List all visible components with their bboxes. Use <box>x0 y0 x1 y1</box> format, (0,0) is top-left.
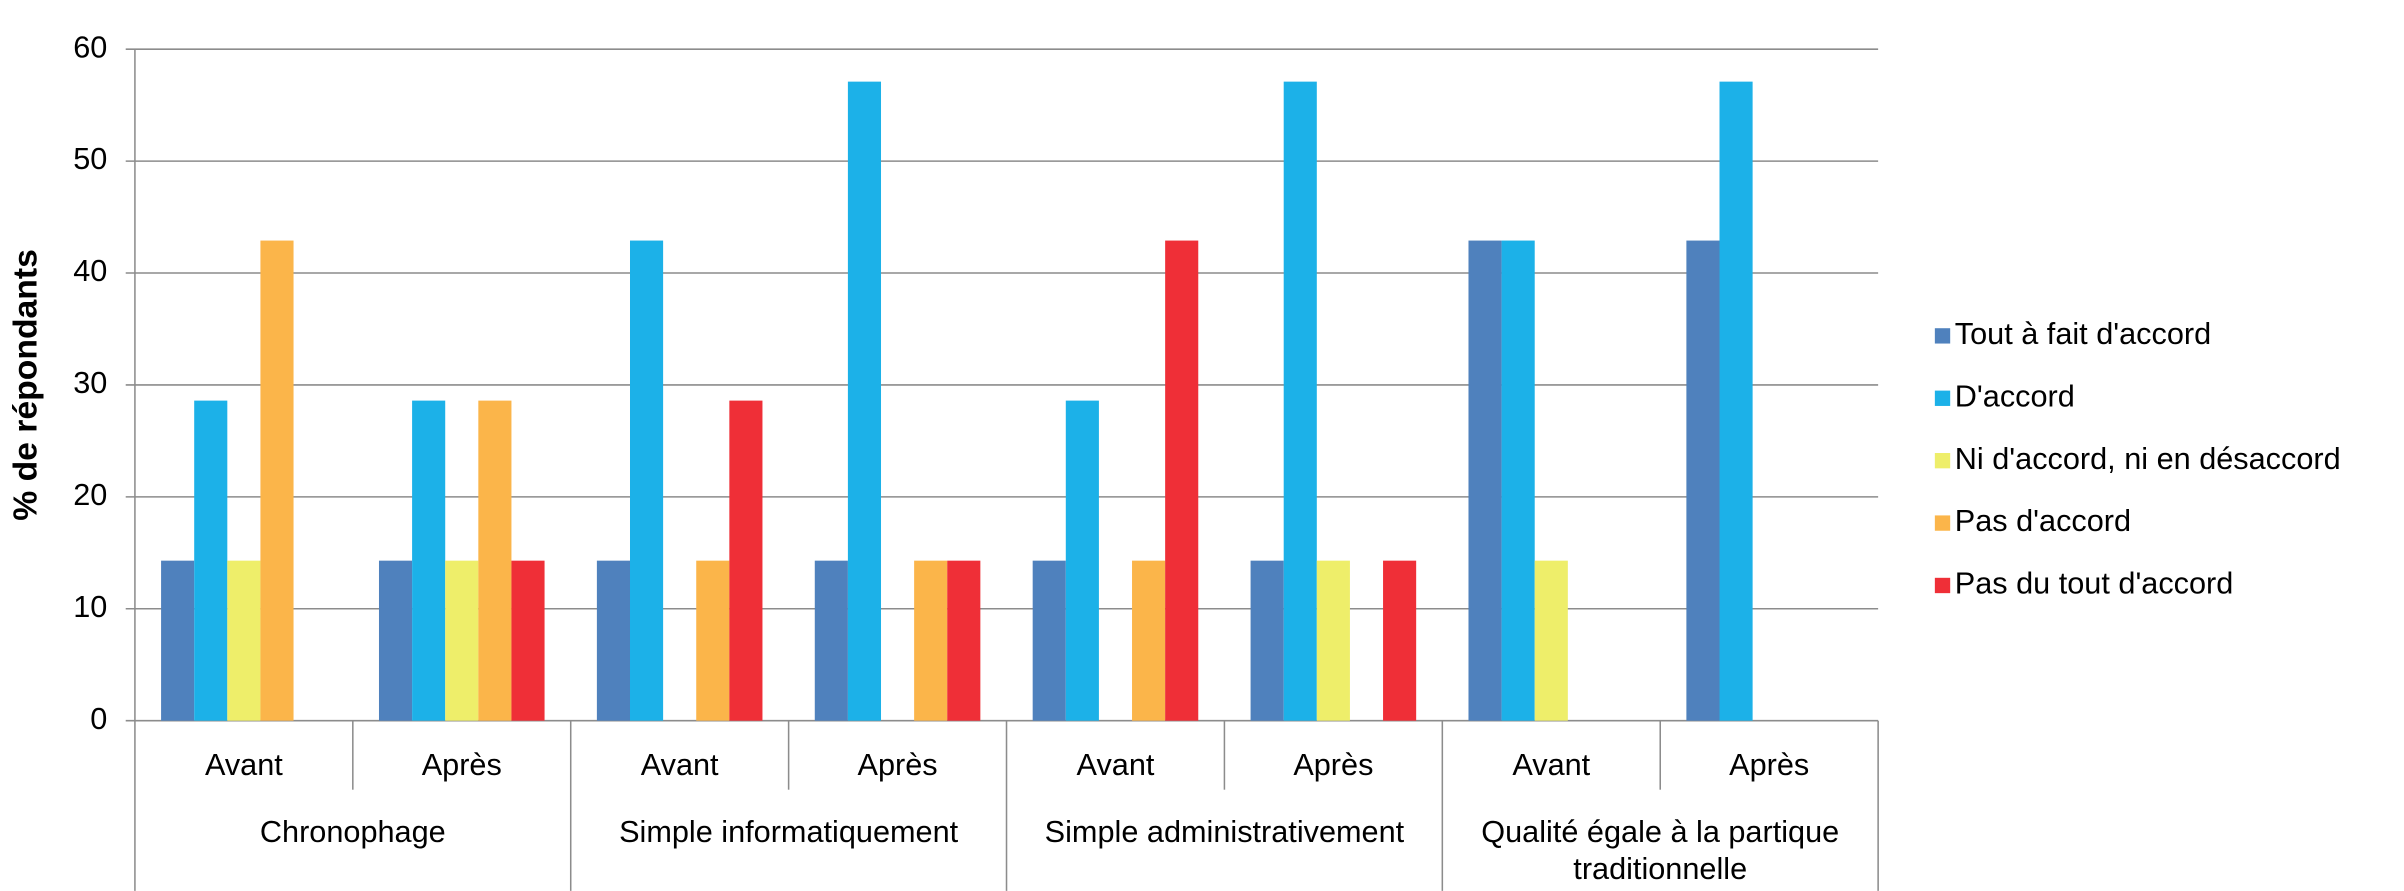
y-tick-label: 10 <box>73 590 107 624</box>
bar <box>847 81 882 721</box>
group-label: Qualité égale à la partique <box>1481 815 1839 849</box>
legend-label: D'accord <box>1955 379 2075 413</box>
y-tick-label: 40 <box>73 254 107 288</box>
bar <box>1250 560 1284 721</box>
bar <box>947 560 981 721</box>
legend-swatch <box>1934 577 1951 594</box>
y-tick-label: 50 <box>73 142 107 176</box>
x-tick-label: Avant <box>1077 748 1155 782</box>
legend-label: Tout à fait d'accord <box>1955 317 2211 351</box>
bar <box>629 240 664 721</box>
y-tick-label: 0 <box>90 702 107 736</box>
legend-swatch <box>1934 328 1951 344</box>
x-tick-label: Avant <box>641 748 719 782</box>
x-tick-label: Après <box>1293 748 1373 782</box>
x-tick-label: Avant <box>1512 748 1590 782</box>
legend-label: Ni d'accord, ni en désaccord <box>1955 442 2341 476</box>
bar <box>445 560 479 721</box>
x-tick-label: Après <box>422 748 502 782</box>
bar <box>378 560 413 721</box>
bar <box>1686 240 1720 721</box>
bar <box>161 560 195 721</box>
bar <box>596 560 630 721</box>
bar <box>1283 81 1317 721</box>
bar <box>814 560 848 721</box>
x-tick-label: Après <box>1729 748 1809 782</box>
bar <box>511 560 545 721</box>
legend-label: Pas d'accord <box>1955 504 2131 538</box>
bar <box>1316 560 1350 721</box>
x-tick-label: Avant <box>205 748 283 782</box>
group-label: Chronophage <box>260 815 446 849</box>
bar <box>194 400 228 721</box>
bar <box>914 560 948 721</box>
legend-swatch <box>1934 453 1951 469</box>
y-tick-label: 60 <box>73 30 107 64</box>
bar <box>1032 560 1066 721</box>
y-tick-label: 20 <box>73 478 107 512</box>
legend-swatch <box>1934 515 1951 531</box>
group-label: Simple administrativement <box>1045 815 1405 849</box>
bar <box>412 400 446 721</box>
x-tick-label: Après <box>858 748 938 782</box>
y-axis-label: % de répondants <box>7 249 45 521</box>
group-label: Simple informatiquement <box>619 815 959 849</box>
bar <box>696 560 730 721</box>
bar <box>1165 240 1199 721</box>
bar <box>1534 560 1568 721</box>
bar <box>1132 560 1166 721</box>
bar <box>1719 81 1753 721</box>
bar <box>1383 560 1417 721</box>
legend-swatch <box>1934 390 1951 406</box>
bar <box>1501 240 1535 721</box>
bar <box>729 400 763 721</box>
bar <box>478 400 512 721</box>
bar <box>260 240 294 721</box>
y-tick-label: 30 <box>73 366 107 400</box>
bar <box>1468 240 1502 721</box>
group-label: traditionnelle <box>1573 852 1747 886</box>
bar <box>227 560 261 721</box>
bar <box>1065 400 1099 721</box>
legend-label: Pas du tout d'accord <box>1955 567 2234 601</box>
